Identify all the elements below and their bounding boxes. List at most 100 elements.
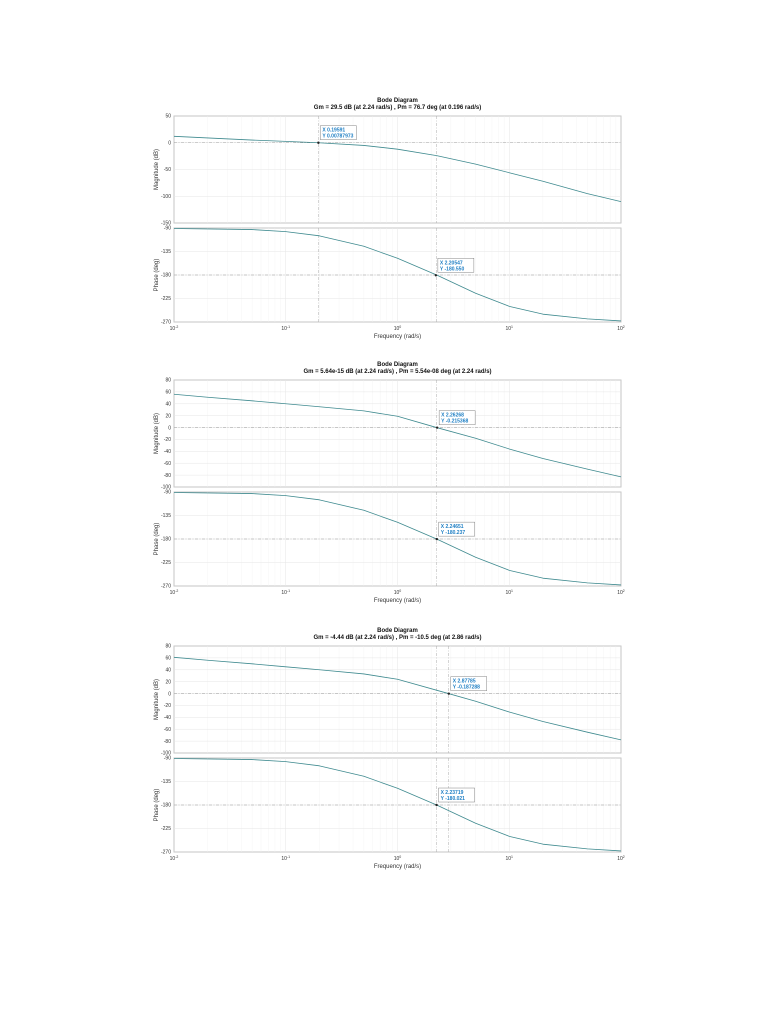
datatip-marker (435, 426, 439, 429)
magnitude-curve (173, 393, 622, 478)
y-tick-label: -100 (161, 194, 171, 200)
y-tick-label: -50 (164, 167, 171, 173)
y-tick-label: -90 (164, 756, 171, 762)
y-tick-label: -180 (161, 537, 171, 543)
y-tick-label: -225 (161, 826, 171, 832)
x-tick-label: 10-2 (170, 855, 179, 862)
y-tick-label: -225 (161, 560, 171, 566)
x-tick-label: 100 (394, 325, 402, 332)
x-tick-label: 10-2 (170, 325, 179, 332)
datatip-y: Y -180.237 (441, 530, 466, 536)
y-tick-label: 20 (165, 679, 171, 685)
chart-title: Bode Diagram (377, 362, 418, 368)
magnitude-ylabel: Magnitude (dB) (154, 679, 160, 720)
y-tick-label: -270 (161, 850, 171, 856)
datatip-x: X 2.87785 (453, 679, 476, 685)
y-tick-label: 40 (165, 667, 171, 673)
datatip-box (438, 410, 476, 425)
x-tick-label: 102 (617, 325, 625, 332)
chart-subtitle: Gm = -4.44 dB (at 2.24 rad/s) , Pm = -10… (313, 635, 481, 641)
bode-figure-3: Bode Diagram Gm = -4.44 dB (at 2.24 rad/s… (0, 626, 768, 872)
datatip-y: Y -180.550 (440, 266, 465, 272)
y-tick-label: -60 (164, 461, 171, 467)
phase-panel: -90 -135 -180 -225 -270 Phase (deg) X 2.24651Y… (154, 490, 622, 590)
chart-subtitle: Gm = 29.5 dB (at 2.24 rad/s) , Pm = 76.7… (314, 105, 481, 111)
chart-subtitle: Gm = 5.64e-15 dB (at 2.24 rad/s) , Pm = … (303, 369, 491, 375)
magnitude-panel: 80 60 40 20 0 -20 -40 -60 -80 -100 Magnitude (dB) X… (154, 378, 622, 491)
datatip-box (437, 258, 475, 273)
datatip-marker (435, 803, 438, 807)
y-tick-label: -135 (161, 513, 171, 519)
phase-curve (173, 758, 622, 852)
x-tick-label: 10-1 (281, 325, 290, 332)
datatip-y: Y -180.021 (441, 796, 466, 802)
phase-curve (173, 228, 622, 322)
x-axis-label: Frequency (rad/s) (374, 334, 421, 340)
datatip-x: X 0.19591 (322, 128, 345, 134)
datatip-box (450, 676, 488, 691)
datatip-y: Y -0.187288 (453, 685, 480, 691)
y-tick-label: 0 (168, 140, 171, 146)
datatip-marker (447, 692, 451, 695)
datatip-x: X 2.24651 (441, 524, 464, 530)
y-tick-label: -270 (161, 320, 171, 326)
x-tick-label: 102 (617, 855, 625, 862)
y-tick-label: -180 (161, 273, 171, 279)
datatip-x: X 2.20547 (440, 260, 463, 266)
y-tick-label: 60 (165, 656, 171, 662)
y-tick-label: 60 (165, 390, 171, 396)
phase-ylabel: Phase (deg) (154, 259, 160, 292)
y-tick-label: -90 (164, 226, 171, 232)
bode-figure-2: Bode Diagram Gm = 5.64e-15 dB (at 2.24 ra… (0, 360, 768, 606)
x-tick-label: 101 (505, 855, 513, 862)
chart-title: Bode Diagram (377, 628, 418, 634)
chart-title: Bode Diagram (377, 98, 418, 104)
x-tick-label: 102 (617, 589, 625, 596)
y-tick-label: -40 (164, 449, 171, 455)
x-tick-label: 10-1 (281, 589, 290, 596)
y-tick-label: 20 (165, 413, 171, 419)
y-tick-label: -80 (164, 739, 171, 745)
magnitude-curve (173, 656, 622, 741)
datatip-y: Y 0.00787973 (322, 134, 353, 140)
x-tick-label: 10-2 (170, 589, 179, 596)
x-tick-label: 100 (394, 589, 402, 596)
y-tick-label: -80 (164, 473, 171, 479)
y-tick-label: -135 (161, 779, 171, 785)
datatip-marker (317, 141, 320, 144)
x-tick-label: 101 (505, 325, 513, 332)
y-tick-label: 80 (165, 644, 171, 650)
y-tick-label: -60 (164, 727, 171, 733)
x-tick-label: 100 (394, 855, 402, 862)
y-tick-label: -100 (161, 751, 171, 757)
y-tick-label: -20 (164, 437, 171, 443)
y-tick-label: -150 (161, 221, 171, 227)
y-tick-label: 80 (165, 378, 171, 384)
magnitude-panel: 80 60 40 20 0 -20 -40 -60 -80 -100 Magnitude (dB) X… (154, 644, 622, 757)
phase-ylabel: Phase (deg) (154, 789, 160, 822)
y-tick-label: -135 (161, 249, 171, 255)
datatip-box (438, 787, 475, 803)
phase-panel: -90 -135 -180 -225 -270 Phase (deg) X 2.20547Y… (154, 226, 622, 326)
magnitude-ylabel: Magnitude (dB) (154, 149, 160, 190)
bode-figure-1: Bode Diagram Gm = 29.5 dB (at 2.24 rad/s)… (0, 96, 768, 342)
datatip-marker (434, 274, 438, 277)
y-tick-label: 0 (168, 691, 171, 697)
x-tick-label: 10-1 (281, 855, 290, 862)
y-tick-label: 50 (165, 114, 171, 120)
magnitude-curve (173, 135, 622, 202)
y-tick-label: -40 (164, 715, 171, 721)
phase-panel: -90 -135 -180 -225 -270 Phase (deg) X 2.23719Y… (154, 756, 622, 856)
x-tick-label: 101 (505, 589, 513, 596)
y-tick-label: -225 (161, 296, 171, 302)
y-tick-label: -100 (161, 485, 171, 491)
y-tick-label: -180 (161, 803, 171, 809)
y-tick-label: 0 (168, 425, 171, 431)
y-tick-label: -270 (161, 584, 171, 590)
y-tick-label: 40 (165, 401, 171, 407)
datatip-box (320, 125, 357, 140)
datatip-x: X 2.23719 (441, 790, 464, 796)
